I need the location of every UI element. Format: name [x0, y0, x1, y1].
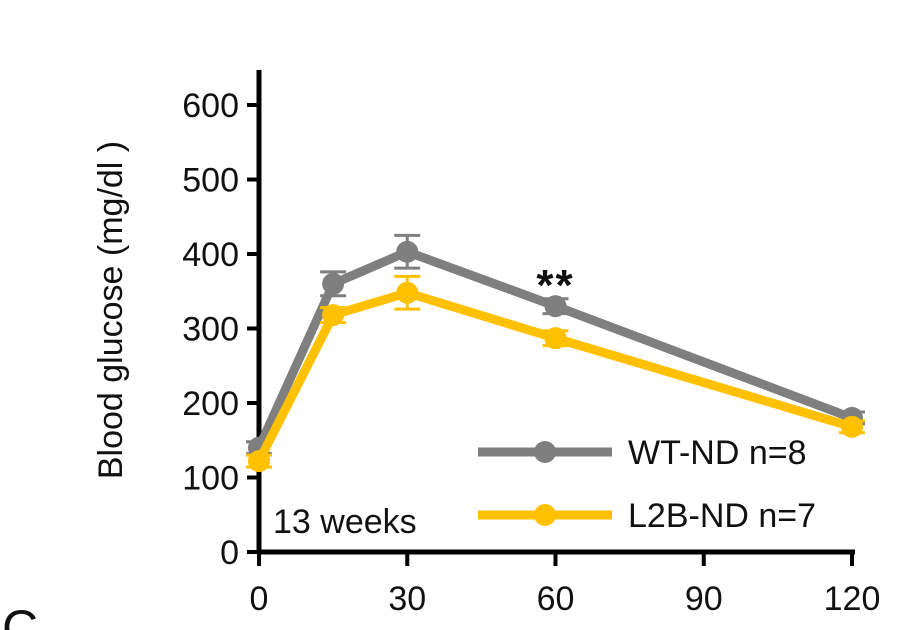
y-ticks: 0 100 200 300 400 500 600 [182, 87, 259, 572]
legend-marker-wt [534, 441, 556, 463]
y-tick-label: 400 [182, 236, 239, 274]
data-point [322, 272, 345, 295]
panel-label: C [2, 600, 38, 630]
x-tick-label: 30 [388, 580, 426, 618]
x-tick-label: 0 [250, 580, 269, 618]
y-axis-title: Blood glucose (mg/dl ) [92, 141, 130, 479]
legend-label-l2b: L2B-ND n=7 [628, 497, 816, 535]
data-point [322, 304, 345, 327]
data-point [396, 281, 419, 304]
annotation-13-weeks: 13 weeks [273, 503, 417, 541]
legend: WT-ND n=8 L2B-ND n=7 [478, 434, 816, 535]
data-point [841, 415, 863, 438]
y-tick-label: 100 [182, 460, 239, 498]
y-tick-label: 0 [220, 534, 239, 572]
y-tick-label: 300 [182, 311, 239, 349]
y-tick-label: 600 [182, 87, 239, 125]
legend-label-wt: WT-ND n=8 [628, 434, 807, 472]
x-tick-label: 90 [685, 580, 723, 618]
data-point [396, 240, 419, 263]
x-tick-label: 120 [824, 580, 881, 618]
y-tick-label: 200 [182, 385, 239, 423]
data-point [544, 295, 567, 318]
data-point [248, 450, 270, 473]
legend-marker-l2b [534, 504, 556, 526]
series-group [246, 233, 865, 473]
x-ticks: 0 30 60 90 120 [250, 552, 881, 618]
significance-marker: ** [536, 261, 574, 310]
data-point [544, 327, 567, 350]
y-tick-label: 500 [182, 162, 239, 200]
x-tick-label: 60 [537, 580, 575, 618]
series-1 [246, 274, 865, 473]
